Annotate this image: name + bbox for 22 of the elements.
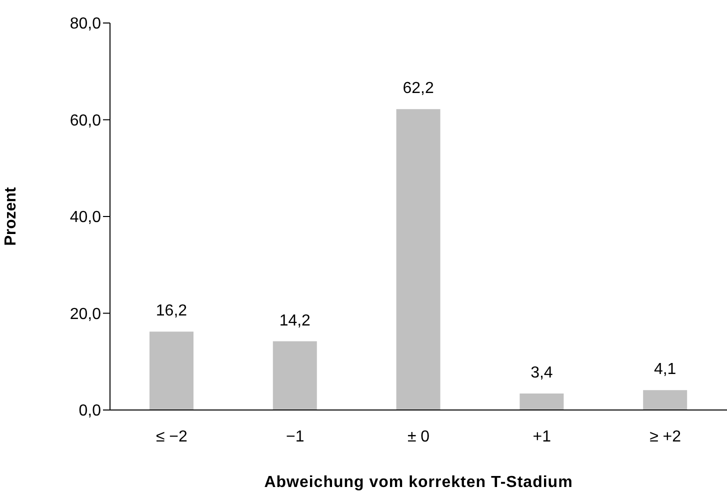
y-tick-label: 80,0 (70, 16, 102, 33)
x-tick-label: −1 (286, 428, 304, 446)
x-tick-label: ± 0 (407, 428, 430, 446)
data-label: 16,2 (156, 302, 188, 320)
bar (643, 390, 688, 410)
y-tick-label: 20,0 (70, 306, 102, 323)
x-tick-label: +1 (532, 428, 552, 446)
data-label: 62,2 (402, 80, 434, 98)
y-tick-label: 0,0 (78, 402, 102, 420)
y-tick-label: 60,0 (70, 112, 102, 130)
data-label: 4,1 (654, 361, 676, 378)
bar (149, 332, 194, 410)
bar (272, 341, 317, 410)
x-tick-label: ≤ −2 (156, 428, 188, 446)
y-axis-title: Prozent (2, 186, 20, 246)
data-label: 3,4 (530, 364, 553, 382)
bar (396, 109, 440, 410)
x-axis-title: Abweichung vom korrekten T-Stadium (264, 474, 573, 491)
bar (520, 394, 564, 410)
x-tick-label: ≥ +2 (650, 428, 682, 446)
data-label: 14,2 (279, 312, 311, 330)
y-tick-label: 40,0 (70, 209, 102, 226)
